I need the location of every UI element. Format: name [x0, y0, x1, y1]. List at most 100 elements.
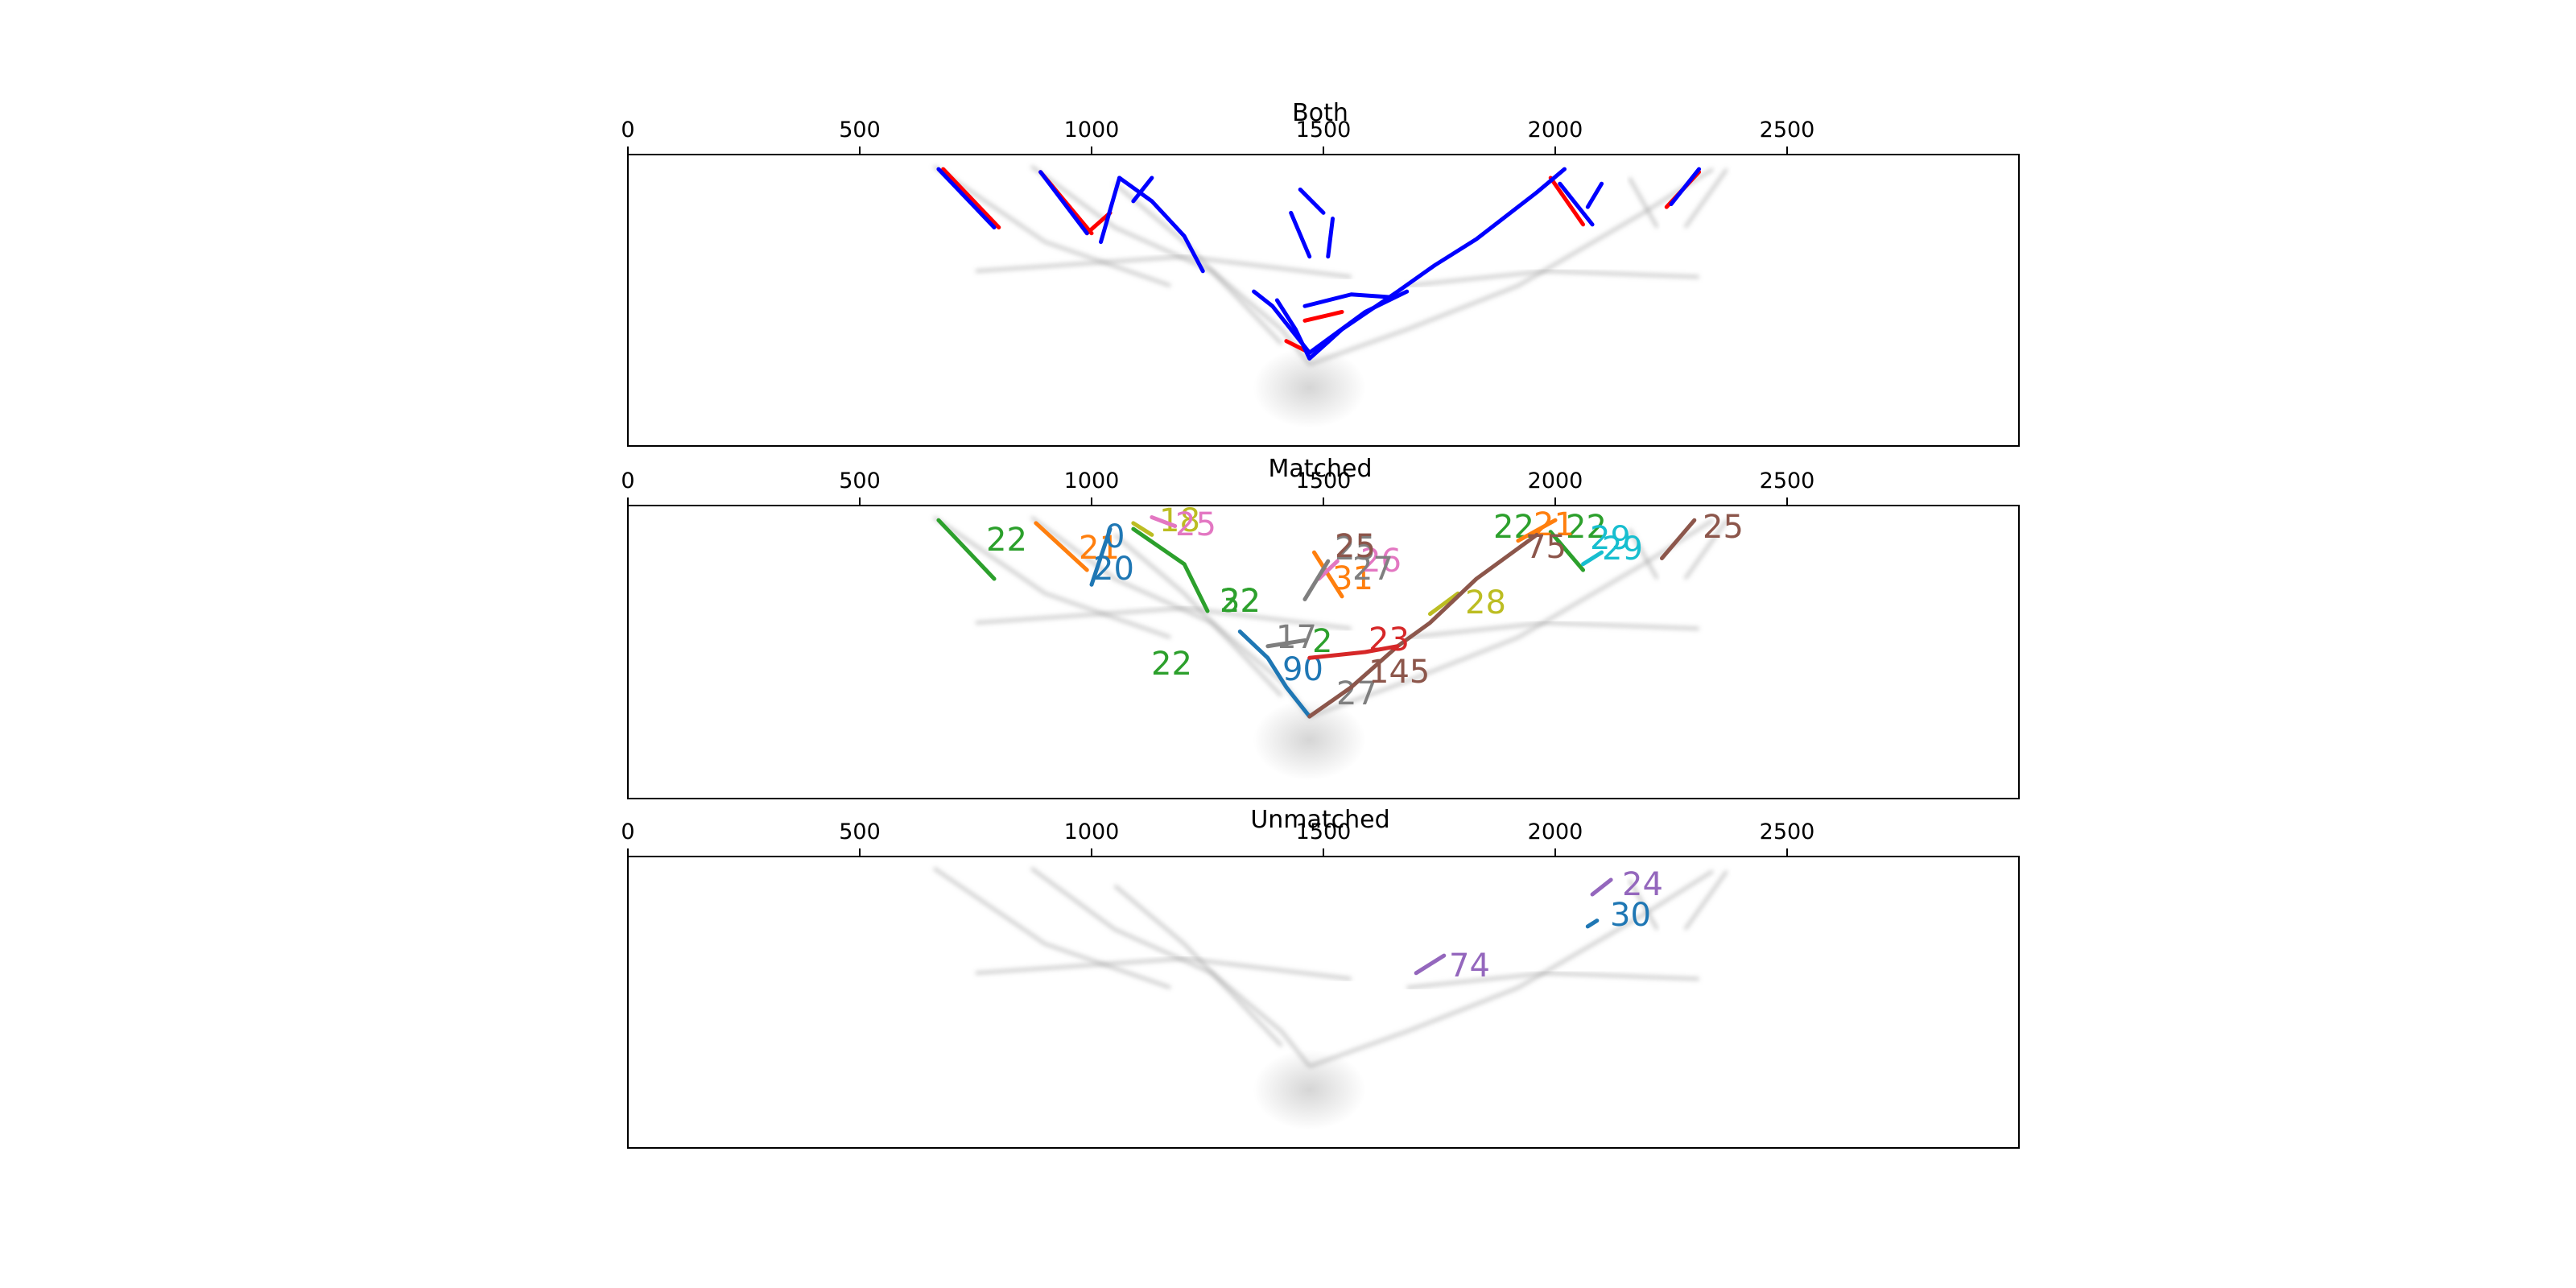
trace-label: 25 [1335, 530, 1376, 568]
x-tick-label: 1500 [1296, 469, 1352, 493]
x-tick-label: 2500 [1760, 819, 1815, 844]
series-line [1585, 919, 1600, 929]
series-line [1659, 518, 1697, 561]
series-line [1316, 559, 1340, 581]
series-line [1131, 521, 1154, 537]
background-trace [1406, 621, 1699, 639]
series-line [1289, 210, 1312, 259]
series-line [1516, 518, 1558, 543]
x-tick-label: 1000 [1064, 819, 1120, 844]
series-line [1558, 181, 1595, 227]
series-line [1581, 550, 1604, 567]
x-axis-ticks-unmatched: 0 500 1000 1500 2000 2500 [621, 819, 1814, 857]
background-trace [1113, 884, 1283, 1047]
trace-label: 30 [1610, 897, 1651, 934]
background-trace [1683, 869, 1728, 931]
axes-frame-both [627, 154, 2020, 447]
background-trace [1628, 528, 1659, 580]
series-line [1274, 167, 1567, 361]
trace-label: 29 [1602, 530, 1643, 568]
x-axis-ticks-both: 0 500 1000 1500 2000 2500 [621, 118, 1814, 155]
series-line [1131, 175, 1154, 204]
background-trace [933, 515, 1171, 639]
background-trace [933, 866, 1171, 989]
series-line [1311, 550, 1344, 599]
trace-label: 74 [1449, 947, 1490, 985]
x-tick-label: 2000 [1528, 819, 1583, 844]
background-trace [1628, 878, 1659, 931]
background-trace [1309, 167, 1714, 366]
trace-label: 28 [1465, 584, 1506, 621]
background-glow [1253, 700, 1366, 781]
series-line [1117, 175, 1205, 274]
series-line [1131, 526, 1210, 613]
series-line [1265, 638, 1307, 649]
background-trace [1683, 519, 1728, 580]
background-image-both [933, 164, 1728, 428]
series-line [936, 167, 997, 229]
series-line [1237, 630, 1312, 719]
x-tick-label: 2500 [1760, 469, 1815, 493]
series-line [1099, 175, 1122, 245]
background-trace [1309, 869, 1714, 1068]
series-line [1585, 181, 1604, 209]
trace-label: 27 [1352, 551, 1393, 588]
series-line [1298, 187, 1326, 215]
background-trace [975, 956, 1352, 981]
x-tick-label: 1500 [1296, 819, 1352, 844]
trace-label: 26 [1360, 543, 1402, 580]
background-trace [1309, 518, 1714, 718]
background-trace [1113, 182, 1283, 345]
x-tick-label: 0 [621, 469, 634, 493]
series-line [1034, 521, 1089, 572]
x-tick-label: 2000 [1528, 118, 1583, 142]
background-trace [933, 164, 1171, 287]
panel-matched: Matched 0 500 1000 1500 2000 2500 22222232222… [621, 455, 2020, 799]
series-line [1669, 167, 1702, 207]
x-tick-label: 0 [621, 819, 634, 844]
trace-label: 22 [986, 522, 1027, 559]
background-glow [1253, 347, 1366, 428]
trace-label: 20 [1093, 551, 1134, 588]
x-tick-label: 1500 [1296, 118, 1352, 142]
panel-title-both: Both [1292, 99, 1348, 127]
trace-label: 24 [1622, 866, 1663, 903]
background-trace [1406, 971, 1699, 989]
x-tick-label: 2500 [1760, 118, 1815, 142]
x-tick-label: 500 [839, 819, 881, 844]
background-image-unmatched [933, 866, 1728, 1130]
series-line [1038, 170, 1089, 236]
series-line [1307, 644, 1400, 660]
x-tick-label: 500 [839, 469, 881, 493]
series-line [1150, 515, 1178, 528]
x-tick-label: 1000 [1064, 469, 1120, 493]
series-line [941, 167, 1001, 229]
series-line [1427, 591, 1460, 617]
trace-label: 29 [1590, 520, 1631, 557]
trace-label: 0 [1104, 518, 1125, 555]
x-tick-label: 1000 [1064, 118, 1120, 142]
trace-label: 17 [1276, 619, 1317, 656]
axes-frame-unmatched [627, 856, 2020, 1149]
trace-label: 22 [1566, 509, 1607, 546]
series-line [1307, 532, 1539, 719]
trace-label: 31 [1332, 560, 1373, 597]
panel-both: Both 0 500 1000 1500 2000 2500 [621, 99, 2020, 447]
background-trace [1113, 533, 1283, 697]
background-trace [1406, 269, 1699, 287]
background-trace [975, 254, 1352, 279]
series-line [1302, 309, 1344, 323]
background-trace [1628, 176, 1659, 229]
trace-label: 22 [1151, 646, 1192, 683]
background-trace [975, 606, 1352, 630]
x-axis-ticks-matched: 0 500 1000 1500 2000 2500 [621, 469, 1814, 506]
background-trace [1683, 167, 1728, 229]
series-line [1548, 175, 1586, 227]
trace-label: 22 [1220, 583, 1261, 620]
trace-label: 25 [1703, 509, 1744, 546]
axes-frame-matched [627, 505, 2020, 799]
series-line [1548, 530, 1586, 572]
background-image-matched [933, 515, 1728, 781]
